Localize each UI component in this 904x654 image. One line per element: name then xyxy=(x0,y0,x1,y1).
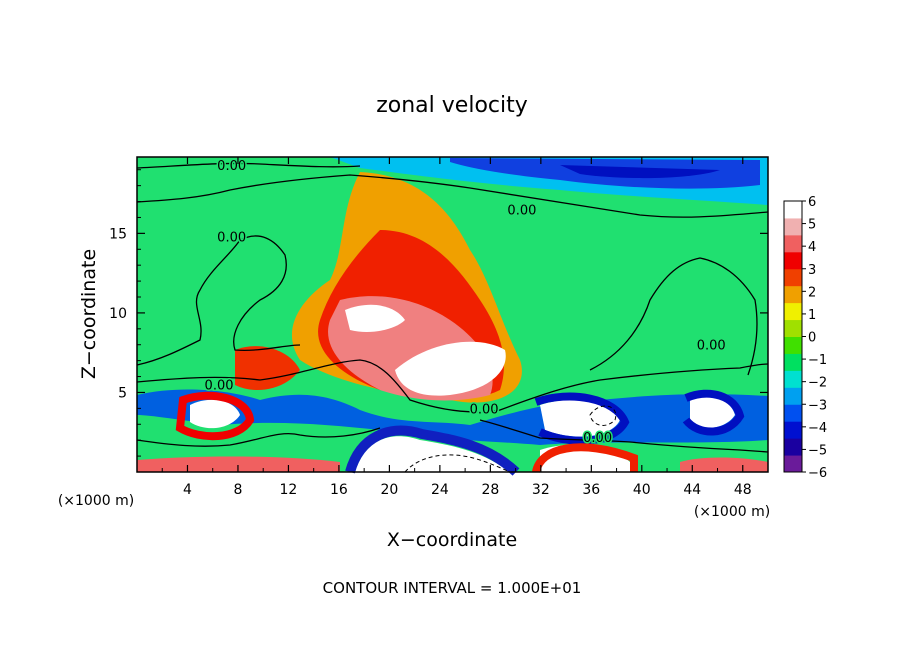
contour-label: 0.00 xyxy=(697,339,726,354)
x-unit-label-right: (×1000 m) xyxy=(694,504,770,520)
chart-title: zonal velocity xyxy=(376,93,528,118)
colorbar-segment xyxy=(784,387,802,405)
colorbar-label: −1 xyxy=(808,353,827,368)
contour-label: 0.00 xyxy=(583,431,612,446)
positive-blob-left-edge xyxy=(175,391,255,441)
colorbar-segment xyxy=(784,217,802,236)
contour-label: 0.00 xyxy=(470,402,499,417)
right-bottom-strip xyxy=(680,457,768,472)
right-negative-blob xyxy=(690,396,735,428)
x-tick-label: 16 xyxy=(330,482,348,498)
contour-interval-note: CONTOUR INTERVAL = 1.000E+01 xyxy=(323,579,582,597)
colorbar-label: 1 xyxy=(808,308,816,323)
x-tick-label: 8 xyxy=(233,482,242,498)
dashed-contour xyxy=(589,405,617,426)
colorbar-label: −5 xyxy=(808,443,827,458)
colorbar-segment xyxy=(784,268,802,287)
contour-line xyxy=(136,427,381,447)
y-tick-label: 10 xyxy=(109,306,127,322)
positive-core-lower xyxy=(395,341,506,396)
contour-label: 0.00 xyxy=(217,159,246,174)
plot-frame xyxy=(136,156,769,473)
x-tick-label: 24 xyxy=(431,482,449,498)
contour-line xyxy=(479,419,769,453)
y-tick-label: 15 xyxy=(109,226,127,242)
colorbar-segment xyxy=(784,421,802,439)
colorbar-segment xyxy=(784,438,802,456)
contour-label: 0.00 xyxy=(205,379,234,394)
contour-label: 0.00 xyxy=(507,204,536,219)
x-tick-label: 12 xyxy=(280,482,298,498)
colorbar-segment xyxy=(784,455,802,473)
right-negative-blob-edge xyxy=(682,389,745,436)
colorbar-segment xyxy=(784,336,802,354)
x-ticks: 4 8 12 16 20 24 28 32 36 40 44 48 xyxy=(161,157,752,498)
y-axis-label: Z−coordinate xyxy=(78,249,100,379)
positive-core-upper xyxy=(345,304,405,332)
colorbar-segment xyxy=(784,201,802,219)
colorbar-label: 0 xyxy=(808,331,816,346)
contour-line xyxy=(136,359,769,413)
colorbar-label: −6 xyxy=(808,466,827,481)
x-axis-label: X−coordinate xyxy=(387,529,517,551)
dashed-contour xyxy=(404,454,511,473)
dashed-contours xyxy=(404,405,617,473)
mid-negative-blob xyxy=(540,400,620,437)
x-tick-label: 4 xyxy=(183,482,192,498)
colorbar-label: 5 xyxy=(808,218,816,233)
colorbar-segment xyxy=(784,370,802,388)
colorbar-label: −4 xyxy=(808,421,827,436)
contour-line xyxy=(136,235,301,366)
contour-lines xyxy=(136,162,769,453)
colorbar-segment xyxy=(784,302,802,321)
heatmap-field xyxy=(137,157,768,476)
x-unit-label: (×1000 m) xyxy=(58,493,134,509)
bottom-positive-edge xyxy=(532,443,638,474)
colorbar-label: 2 xyxy=(808,285,816,300)
contour-line xyxy=(589,257,758,376)
colorbar-label: 6 xyxy=(808,195,816,210)
contour-line xyxy=(136,174,769,218)
contour-label: 0.00 xyxy=(217,231,246,246)
colorbar-label: 4 xyxy=(808,240,816,255)
negative-jet-inner xyxy=(560,165,720,179)
colorbar-segment xyxy=(784,353,802,371)
x-tick-label: 28 xyxy=(481,482,499,498)
x-tick-label: 36 xyxy=(582,482,600,498)
x-tick-label: 32 xyxy=(532,482,550,498)
x-tick-label: 40 xyxy=(633,482,651,498)
x-tick-label: 48 xyxy=(734,482,752,498)
positive-blob-left xyxy=(190,399,240,429)
colorbar: 6 5 4 3 2 1 0 −1 −2 −3 −4 −5 −6 xyxy=(783,195,827,481)
colorbar-label: 3 xyxy=(808,263,816,278)
colorbar-segment xyxy=(784,319,802,337)
colorbar-segment xyxy=(784,404,802,422)
y-tick-label: 5 xyxy=(118,385,127,401)
x-tick-label: 20 xyxy=(380,482,398,498)
colorbar-segment xyxy=(784,251,802,270)
x-tick-label: 44 xyxy=(683,482,701,498)
colorbar-segment xyxy=(784,234,802,253)
y-ticks: 5 10 15 xyxy=(109,169,768,457)
colorbar-segment xyxy=(784,285,802,304)
contour-label-group: 0.00 0.00 0.00 0.00 0.00 0.00 0.00 xyxy=(203,157,727,447)
bottom-negative-core xyxy=(355,436,510,472)
contour-line xyxy=(136,162,361,169)
colorbar-label: −2 xyxy=(808,376,827,391)
bottom-negative-edge xyxy=(345,425,520,476)
colorbar-label: −3 xyxy=(808,398,827,413)
